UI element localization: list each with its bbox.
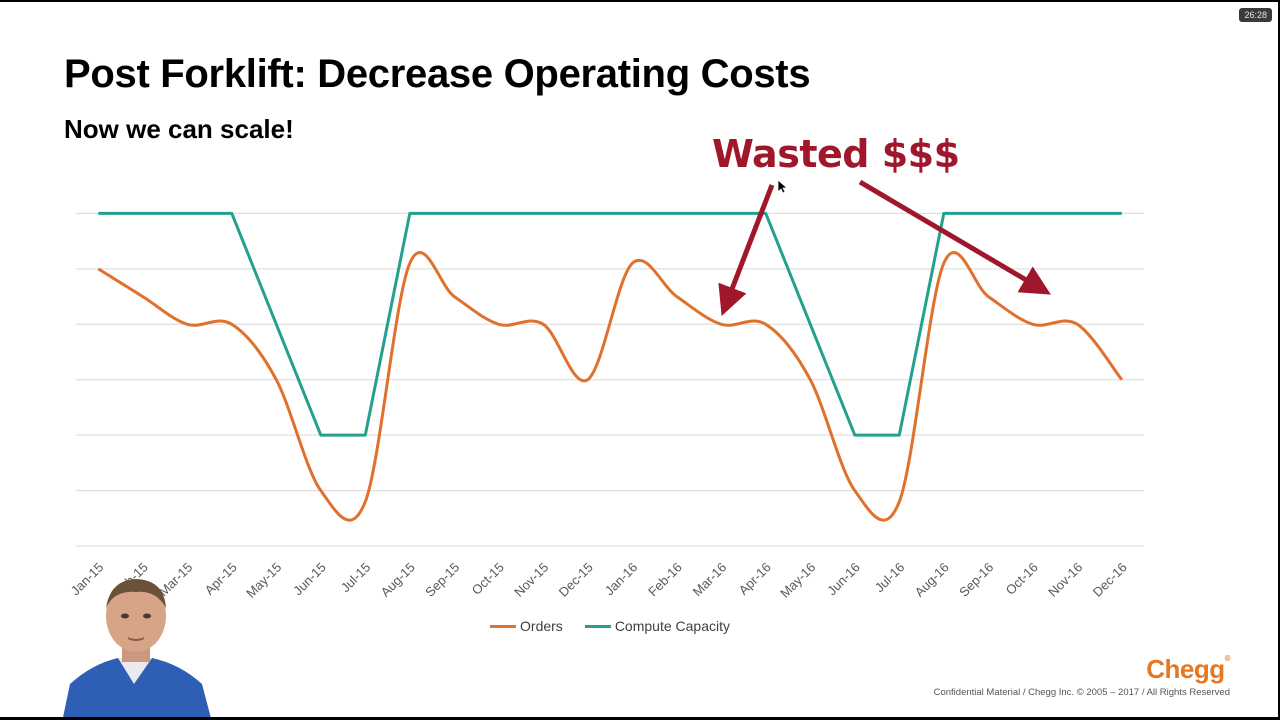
x-tick-label: Apr-16 <box>736 560 774 598</box>
x-tick-label: Mar-16 <box>690 560 730 600</box>
x-tick-label: Feb-16 <box>645 560 685 600</box>
legend-swatch-orders <box>490 624 517 628</box>
x-tick-label: Jan-16 <box>602 560 641 599</box>
slide-subtitle: Now we can scale! <box>64 114 294 144</box>
chart-series <box>97 211 1123 522</box>
x-tick-label: Oct-15 <box>469 560 507 598</box>
slide-title: Post Forklift: Decrease Operating Costs <box>64 52 811 96</box>
video-timestamp: 26:28 <box>1239 8 1272 22</box>
presenter-webcam-thumbnail <box>63 579 211 717</box>
x-tick-label: Jul-15 <box>338 560 374 596</box>
legend-swatch-capacity <box>584 624 611 628</box>
annotation-arrows <box>718 179 1051 317</box>
annotation-arrow-right <box>858 179 1051 295</box>
legend-entry-capacity: Compute Capacity <box>584 618 730 634</box>
legend-label-capacity: Compute Capacity <box>614 618 730 634</box>
series-line-orders <box>97 251 1123 522</box>
x-tick-label: Jun-16 <box>824 560 863 599</box>
chegg-logo-text: Chegg <box>1146 654 1225 684</box>
wasted-annotation: Wasted $$$ <box>712 132 960 176</box>
chegg-logo: Chegg® <box>1146 654 1230 684</box>
series-line-compute-capacity <box>98 211 1122 437</box>
chart-gridlines <box>76 212 1144 547</box>
chart-legend: Orders Compute Capacity <box>0 618 1220 634</box>
x-tick-label: Sep-16 <box>956 560 996 600</box>
mouse-cursor-icon <box>778 180 788 194</box>
x-tick-label: Nov-16 <box>1045 560 1085 600</box>
legend-label-orders: Orders <box>520 618 563 634</box>
x-tick-label: May-15 <box>243 560 284 601</box>
x-tick-label: Aug-15 <box>378 560 418 600</box>
x-tick-label: Dec-16 <box>1090 560 1130 600</box>
x-tick-label: Dec-15 <box>556 560 596 600</box>
confidential-footer: Confidential Material / Chegg Inc. © 200… <box>933 687 1230 698</box>
x-tick-label: Aug-16 <box>912 560 952 600</box>
annotation-arrow-left <box>718 184 775 317</box>
x-tick-label: Jul-16 <box>872 560 908 596</box>
x-tick-label: Oct-16 <box>1003 560 1041 598</box>
x-tick-label: Nov-15 <box>511 560 551 600</box>
x-tick-label: May-16 <box>777 560 818 601</box>
x-axis-tick-labels: Jan-15 Feb-15 Mar-15 Apr-15 May-15 Jun-15 Jul-… <box>68 560 1130 601</box>
legend-entry-orders: Orders <box>490 618 563 634</box>
x-tick-label: Sep-15 <box>422 560 462 600</box>
x-tick-label: Jun-15 <box>290 560 329 599</box>
